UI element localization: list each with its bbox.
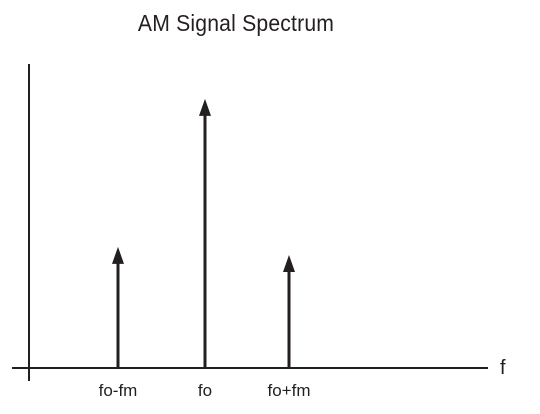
x-axis-label: f — [500, 357, 506, 379]
arrowhead — [199, 98, 211, 116]
spectral-line-3 — [283, 254, 295, 368]
frequency-tick-label: fo-fm — [99, 381, 138, 400]
spectral-line-1 — [112, 246, 124, 368]
frequency-tick-labels: fo-fm fo fo+fm — [99, 381, 311, 400]
arrowhead — [112, 246, 124, 264]
spectral-line-2 — [199, 98, 211, 368]
spectral-lines — [112, 98, 295, 368]
frequency-tick-label: fo — [198, 381, 212, 400]
arrowhead — [283, 254, 295, 272]
frequency-tick-label: fo+fm — [268, 381, 311, 400]
diagram-title: AM Signal Spectrum — [137, 10, 335, 36]
